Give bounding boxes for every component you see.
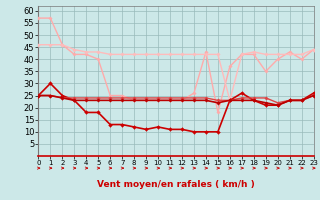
X-axis label: Vent moyen/en rafales ( km/h ): Vent moyen/en rafales ( km/h )	[97, 180, 255, 189]
